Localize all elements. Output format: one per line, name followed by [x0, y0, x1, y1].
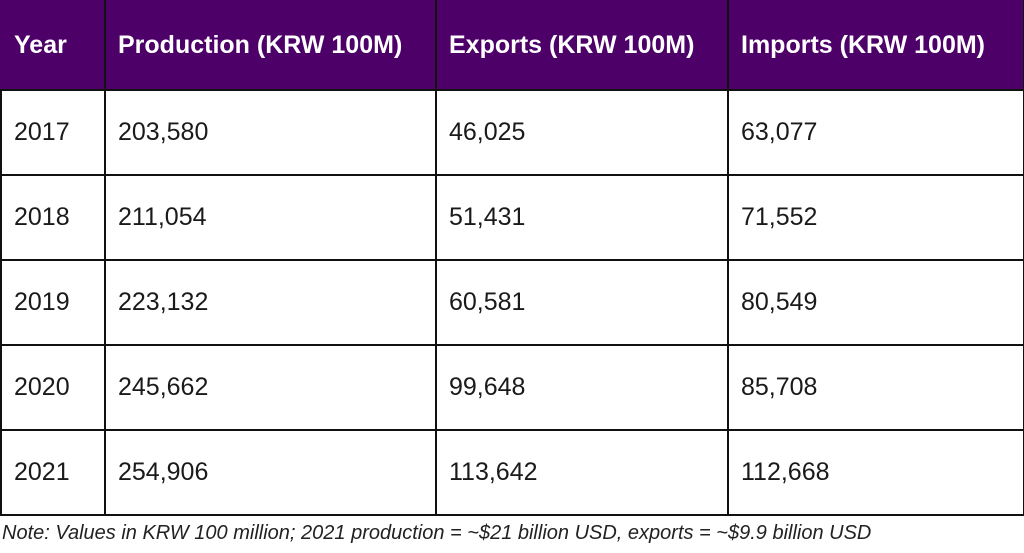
cell-year: 2019 — [0, 259, 106, 346]
cell-imports: 80,549 — [727, 259, 1024, 346]
data-table: Year Production (KRW 100M) Exports (KRW … — [0, 0, 1024, 516]
cell-production: 245,662 — [104, 344, 437, 431]
table-row: 2017 203,580 46,025 63,077 — [0, 89, 1024, 176]
cell-year: 2017 — [0, 89, 106, 176]
header-year: Year — [0, 0, 106, 91]
cell-year: 2021 — [0, 429, 106, 516]
cell-exports: 51,431 — [435, 174, 729, 261]
cell-exports: 46,025 — [435, 89, 729, 176]
cell-production: 203,580 — [104, 89, 437, 176]
header-exports: Exports (KRW 100M) — [435, 0, 729, 91]
cell-year: 2018 — [0, 174, 106, 261]
header-imports: Imports (KRW 100M) — [727, 0, 1024, 91]
table-row: 2019 223,132 60,581 80,549 — [0, 259, 1024, 346]
cell-production: 211,054 — [104, 174, 437, 261]
cell-imports: 85,708 — [727, 344, 1024, 431]
table-row: 2020 245,662 99,648 85,708 — [0, 344, 1024, 431]
cell-year: 2020 — [0, 344, 106, 431]
table-footnote: Note: Values in KRW 100 million; 2021 pr… — [2, 522, 872, 544]
cell-exports: 60,581 — [435, 259, 729, 346]
cell-imports: 71,552 — [727, 174, 1024, 261]
cell-production: 223,132 — [104, 259, 437, 346]
header-row: Year Production (KRW 100M) Exports (KRW … — [0, 0, 1024, 91]
header-production: Production (KRW 100M) — [104, 0, 437, 91]
cell-production: 254,906 — [104, 429, 437, 516]
table-row: 2021 254,906 113,642 112,668 — [0, 429, 1024, 516]
cell-exports: 99,648 — [435, 344, 729, 431]
cell-exports: 113,642 — [435, 429, 729, 516]
table-row: 2018 211,054 51,431 71,552 — [0, 174, 1024, 261]
cell-imports: 112,668 — [727, 429, 1024, 516]
cell-imports: 63,077 — [727, 89, 1024, 176]
